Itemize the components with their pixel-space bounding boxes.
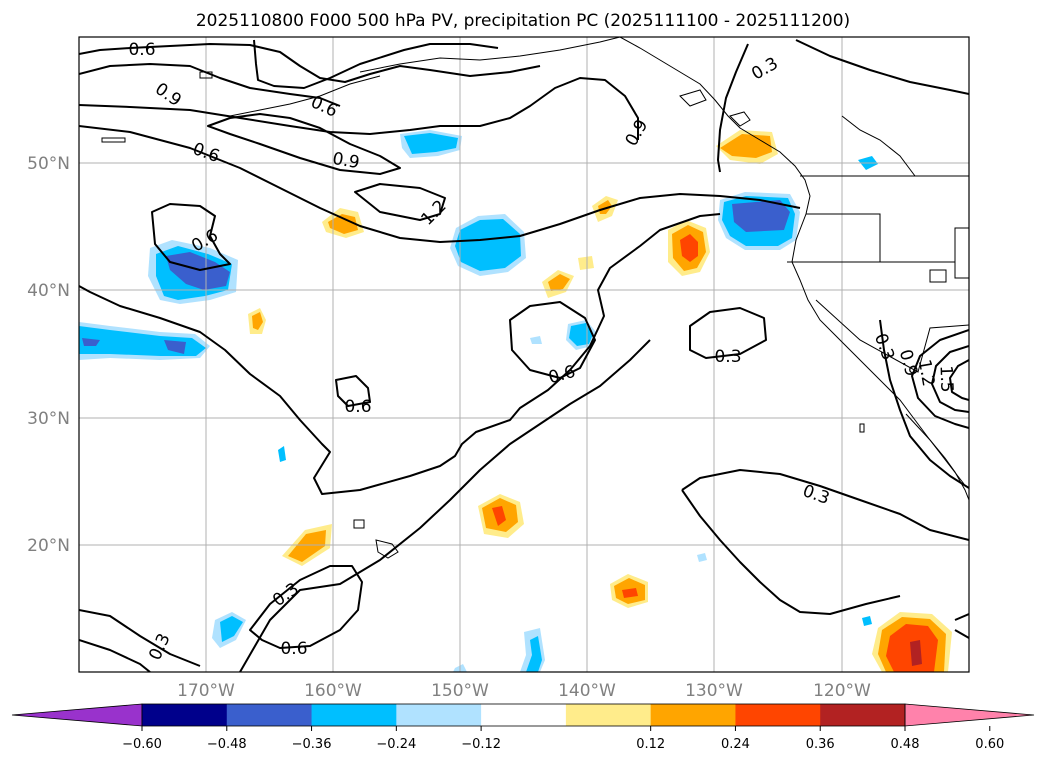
contour-label: 0.9 (331, 149, 361, 173)
lat-label: 50°N (27, 154, 70, 174)
pv-contours (79, 39, 969, 672)
pv-contour-0.6 (249, 565, 363, 649)
colorbar-bin (820, 704, 906, 726)
hawaii-island (353, 519, 365, 529)
colorbar-extend-low (11, 703, 143, 727)
pv-contour-0.3 (239, 339, 651, 672)
lon-label: 160°W (304, 681, 362, 701)
state-border (815, 299, 969, 373)
colorbar-tick-label: −0.24 (376, 737, 416, 752)
colorbar-bin (142, 704, 228, 726)
pv-contour-0.6 (151, 203, 231, 271)
colorbar-extend-high (904, 703, 1035, 727)
baja-coast (905, 413, 965, 485)
map-title: 2025110800 F000 500 hPa PV, precipitatio… (196, 11, 850, 31)
precip-negative-area (166, 252, 230, 290)
lon-label: 140°W (558, 681, 616, 701)
lon-label: 130°W (685, 681, 743, 701)
contour-label: 0.3 (714, 347, 741, 367)
lon-label: 150°W (431, 681, 489, 701)
contour-label: 0.6 (128, 40, 155, 60)
colorbar-tick-label: −0.36 (292, 737, 332, 752)
pv-contour-1.2 (931, 345, 969, 413)
longitude-labels: 170°W 160°W 150°W 140°W 130°W 120°W (177, 681, 871, 701)
pv-contour-0.9 (911, 329, 969, 429)
pv-contour-0.3 (689, 307, 767, 359)
lat-label: 30°N (27, 409, 70, 429)
state-border (806, 213, 881, 262)
coastlines (101, 37, 969, 559)
contour-label: 1.5 (936, 365, 957, 393)
colorbar: −0.60 −0.48 −0.36 −0.24 −0.12 0.12 0.24 0.36 0.4… (11, 703, 1035, 752)
colorbar-bin (311, 704, 397, 726)
colorbar-tick-label: 0.48 (891, 737, 920, 752)
pv-contour-1.5 (949, 359, 969, 401)
colorbar-tick-label: −0.12 (461, 737, 501, 752)
pv-contour-0.9 (79, 125, 801, 243)
pv-contour-0.9 (79, 63, 341, 107)
pv-contour-0.6 (253, 39, 499, 89)
aleutian-islands (229, 75, 381, 117)
colorbar-tick-label: 0.24 (721, 737, 750, 752)
west-coast (619, 37, 969, 501)
lat-label: 40°N (27, 281, 70, 301)
pv-contour-0.9 (207, 113, 401, 175)
pv-contour-0.6 (335, 375, 371, 407)
pv-contour-0.6 (79, 43, 541, 83)
hawaii-island (375, 539, 399, 559)
colorbar-frame (141, 703, 906, 727)
latitude-labels: 50°N 40°N 30°N 20°N (27, 154, 70, 556)
pv-contour-0.6 (509, 301, 596, 379)
state-border (954, 227, 969, 279)
pv-contour-0.6 (79, 77, 639, 140)
lon-label: 120°W (813, 681, 871, 701)
colorbar-tick-label: 0.36 (806, 737, 835, 752)
colorbar-bin (396, 704, 482, 726)
colorbar-bin (650, 704, 736, 726)
colorbar-bin (735, 704, 821, 726)
colorbar-bin (226, 704, 313, 726)
pv-contour-1.2 (354, 183, 446, 221)
colorbar-tick-label: −0.48 (207, 737, 247, 752)
pv-contour-0.3 (681, 469, 969, 541)
alaska-coast (359, 37, 621, 73)
canada-border (841, 115, 916, 177)
pv-contour-0.3 (79, 609, 201, 667)
contour-label: 0.6 (344, 397, 371, 417)
lat-label: 20°N (27, 536, 70, 556)
map-area: 0.6 0.9 0.6 0.6 0.9 1.2 0.6 0.9 0.3 0.6 … (79, 37, 969, 672)
colorbar-bin (565, 704, 652, 726)
contour-label: 0.6 (280, 639, 307, 659)
colorbar-bin (481, 704, 567, 726)
pv-contour-0.3 (879, 319, 969, 489)
colorbar-tick-label: 0.12 (636, 737, 665, 752)
colorbar-tick-label: −0.60 (122, 737, 162, 752)
contour-label: 1.2 (914, 358, 938, 388)
pv-contour-0.3 (681, 489, 901, 615)
pv-contour-0.3 (79, 639, 151, 672)
lon-label: 170°W (177, 681, 235, 701)
map-frame (78, 36, 970, 673)
pv-contour-0.3 (795, 39, 969, 95)
pv-contour-0.3 (717, 43, 749, 173)
colorbar-tick-label: 0.60 (975, 737, 1004, 752)
pv-contour-0.6 (79, 213, 721, 495)
precipitation-shading (79, 130, 952, 672)
